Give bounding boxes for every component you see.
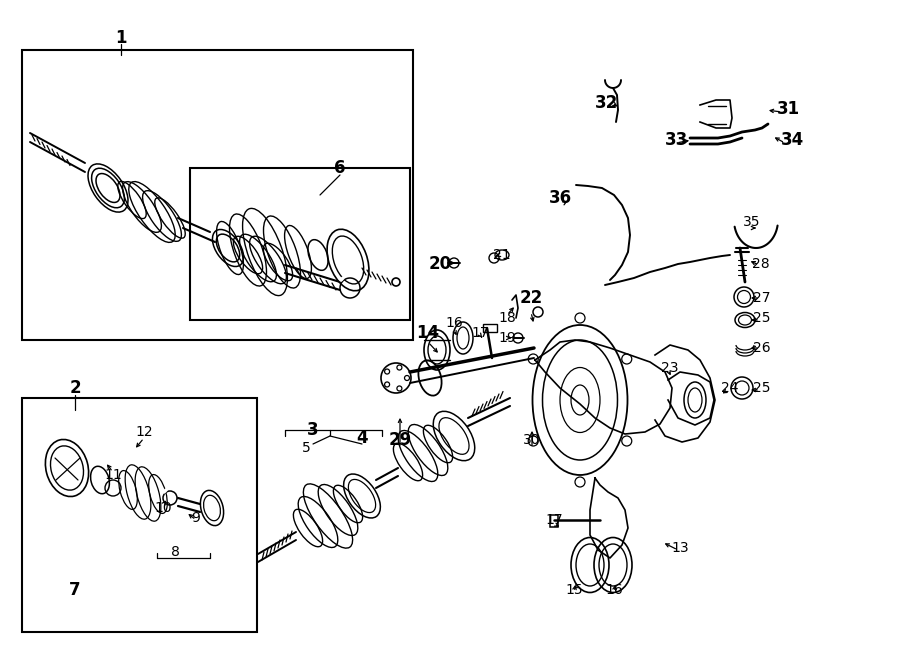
Text: 33: 33 [664, 131, 688, 149]
Text: 19: 19 [498, 331, 516, 345]
Text: 36: 36 [548, 189, 572, 207]
Text: 7: 7 [69, 581, 81, 599]
Text: 22: 22 [519, 289, 543, 307]
Bar [550, 515, 558, 527]
Bar [22, 398, 257, 632]
Text: 23: 23 [662, 361, 679, 375]
Text: 17: 17 [545, 513, 562, 527]
Text: 20: 20 [428, 255, 452, 273]
Text: 31: 31 [777, 100, 799, 118]
Text: 17: 17 [472, 326, 489, 340]
Text: 32: 32 [596, 94, 618, 112]
Text: 27: 27 [753, 291, 770, 305]
Text: 34: 34 [780, 131, 804, 149]
Text: 29: 29 [389, 431, 411, 449]
Bar [483, 324, 497, 332]
Text: 4: 4 [356, 429, 368, 447]
Text: 15: 15 [565, 583, 583, 597]
Text: 30: 30 [523, 433, 541, 447]
Text: 24: 24 [721, 381, 739, 395]
Text: 28: 28 [752, 257, 770, 271]
Text: 5: 5 [302, 441, 310, 455]
Text: 14: 14 [417, 324, 439, 342]
Text: 16: 16 [605, 583, 623, 597]
Text: 1: 1 [115, 29, 127, 47]
Text: 13: 13 [671, 541, 688, 555]
Ellipse shape [418, 360, 442, 396]
Text: 16: 16 [446, 316, 463, 330]
Text: 21: 21 [493, 248, 511, 262]
Text: 25: 25 [753, 311, 770, 325]
Text: 18: 18 [498, 311, 516, 325]
Bar [190, 168, 410, 320]
Text: 8: 8 [171, 545, 179, 559]
Text: 3: 3 [307, 421, 319, 439]
Text: 6: 6 [334, 159, 346, 177]
Text: 12: 12 [135, 425, 153, 439]
Text: 9: 9 [192, 511, 201, 525]
Text: 10: 10 [154, 501, 172, 515]
Text: 11: 11 [104, 468, 122, 482]
Text: 35: 35 [743, 215, 760, 229]
Text: 26: 26 [753, 341, 770, 355]
Text: 2: 2 [69, 379, 81, 397]
Text: 25: 25 [753, 381, 770, 395]
Bar [22, 50, 413, 340]
